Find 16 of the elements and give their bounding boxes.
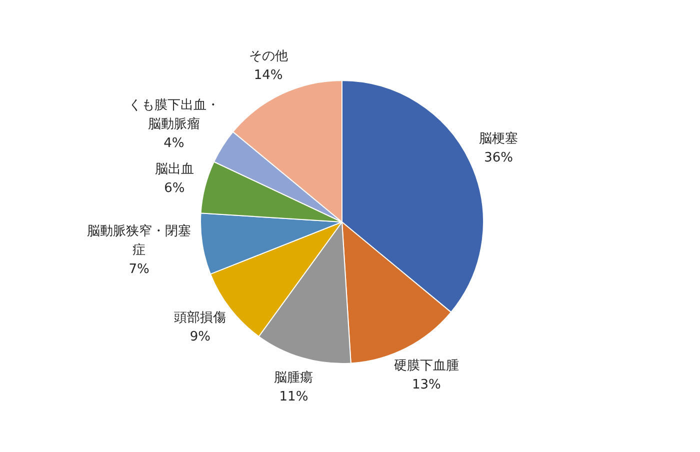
data-label: 4%: [164, 136, 184, 151]
slice-label: 脳動脈狭窄・閉塞症: [87, 222, 192, 258]
data-label: 6%: [164, 180, 185, 196]
slice-label: 硬膜下血腫: [394, 358, 459, 374]
slice-label: 頭部損傷: [174, 310, 226, 326]
slice-label: その他: [248, 48, 288, 64]
data-label: 36%: [484, 150, 513, 166]
data-label: 14%: [254, 68, 283, 83]
data-label: 7%: [128, 262, 150, 277]
slice-label: 脳出血: [154, 162, 194, 177]
data-label: 9%: [190, 330, 210, 345]
data-label: 13%: [412, 378, 441, 393]
slice-label: 脳腫瘍: [274, 370, 314, 386]
slice-label: くも膜下出血・脳動脈瘤: [128, 98, 220, 132]
data-label: 11%: [279, 390, 308, 405]
slice-label: 脳梗塞: [479, 130, 518, 146]
